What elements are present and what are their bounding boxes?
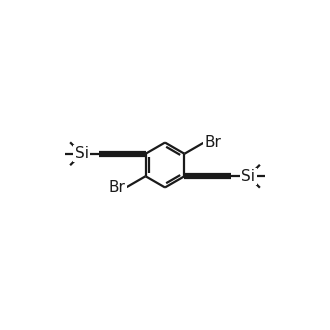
Text: Br: Br [109, 180, 126, 195]
Text: Si: Si [242, 169, 255, 184]
Text: Si: Si [75, 146, 88, 161]
Text: Br: Br [204, 135, 221, 150]
